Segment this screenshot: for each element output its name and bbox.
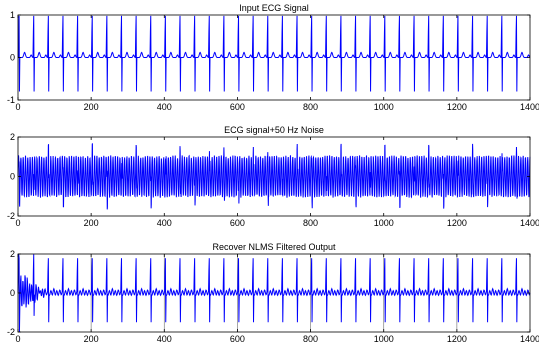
x-tick-label: 1400 bbox=[520, 218, 539, 228]
signal-trace bbox=[17, 15, 531, 92]
y-tick-label: 2 bbox=[10, 249, 15, 259]
y-tick-label: -1 bbox=[7, 95, 15, 105]
x-tick-label: 600 bbox=[230, 334, 245, 344]
x-tick-label: 600 bbox=[230, 102, 245, 112]
x-tick-label: 200 bbox=[84, 102, 99, 112]
x-tick-label: 1000 bbox=[374, 218, 394, 228]
y-tick-label: 0 bbox=[10, 288, 15, 298]
x-tick-label: 1400 bbox=[520, 334, 539, 344]
signal-trace bbox=[17, 254, 531, 332]
panel-input-ecg: Input ECG Signal 0 200 400 600 800 1000 1200 14… bbox=[7, 3, 539, 112]
x-tick-label: 1000 bbox=[374, 102, 394, 112]
x-tick-label: 800 bbox=[303, 102, 318, 112]
x-tick-label: 1400 bbox=[520, 102, 539, 112]
y-tick-label: -2 bbox=[7, 211, 15, 221]
x-tick-label: 400 bbox=[157, 102, 172, 112]
x-tick-label: 1200 bbox=[447, 218, 467, 228]
x-tick-label: 0 bbox=[15, 218, 20, 228]
x-tick-label: 400 bbox=[157, 218, 172, 228]
y-tick-label: 2 bbox=[10, 132, 15, 142]
x-tick-label: 0 bbox=[15, 334, 20, 344]
x-tick-label: 1200 bbox=[447, 102, 467, 112]
y-tick-label: 0 bbox=[10, 172, 15, 182]
panel-filtered-output: Recover NLMS Filtered Output 0 200 400 600 8… bbox=[7, 242, 539, 344]
y-tick-label: -2 bbox=[7, 327, 15, 337]
y-tick-label: 0 bbox=[10, 53, 15, 63]
panel-title: ECG signal+50 Hz Noise bbox=[224, 125, 324, 135]
panel-noisy-ecg: ECG signal+50 Hz Noise 0 200 400 600 800 1000… bbox=[7, 125, 539, 228]
x-tick-label: 0 bbox=[15, 102, 20, 112]
panel-title: Recover NLMS Filtered Output bbox=[212, 242, 336, 252]
x-tick-label: 800 bbox=[303, 218, 318, 228]
x-tick-label: 800 bbox=[303, 334, 318, 344]
x-tick-label: 1000 bbox=[374, 334, 394, 344]
x-tick-label: 600 bbox=[230, 218, 245, 228]
signal-trace bbox=[17, 143, 531, 210]
x-tick-label: 200 bbox=[84, 218, 99, 228]
x-tick-label: 200 bbox=[84, 334, 99, 344]
y-tick-label: 1 bbox=[10, 10, 15, 20]
x-tick-label: 1200 bbox=[447, 334, 467, 344]
x-tick-label: 400 bbox=[157, 334, 172, 344]
panel-title: Input ECG Signal bbox=[239, 3, 309, 13]
